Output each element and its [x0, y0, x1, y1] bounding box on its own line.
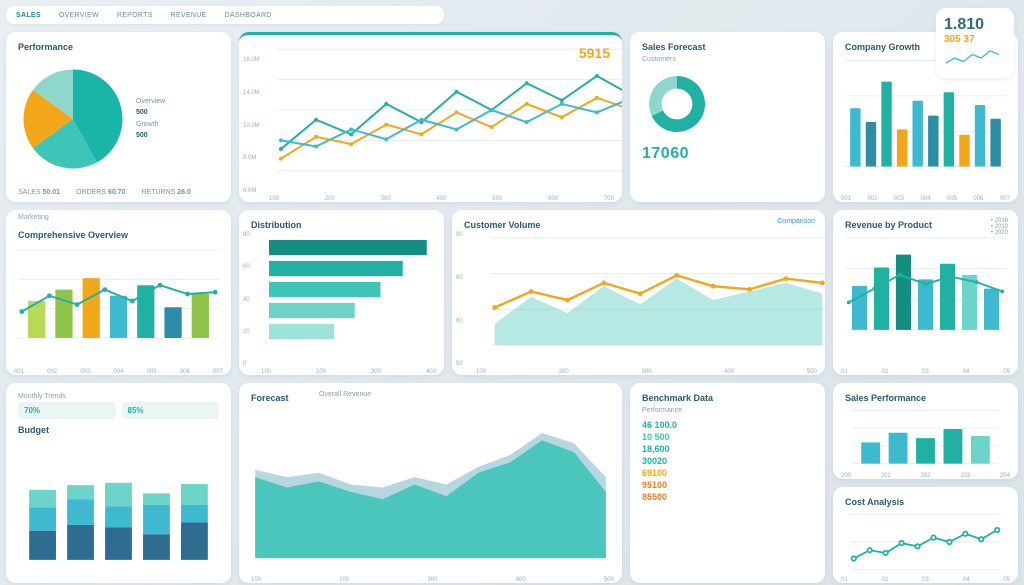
bars2-title: Revenue by Product [845, 220, 1006, 230]
stat-card: 1.810 305 37 [936, 8, 1014, 78]
tab-dashboard[interactable]: DASHBOARD [225, 12, 272, 19]
sidestats-title: Monthly Trends [18, 393, 219, 400]
donut-kpi: 17060 [642, 145, 813, 163]
stacked-card: Monthly Trends 70%85% Budget [6, 383, 231, 583]
stacked-title: Budget [18, 425, 219, 435]
kpilist-card: Benchmark Data Performance 46 100.010 50… [630, 383, 825, 583]
pie-title: Performance [18, 42, 219, 52]
donut-card: Sales Forecast Customers 17060 [630, 32, 825, 202]
tab-reports[interactable]: REPORTS [117, 12, 153, 19]
tab-bar: SALES OVERVIEW REPORTS REVENUE DASHBOARD [6, 6, 444, 24]
line-card: 5915 16.0M14.0M10.0M9.0M6.0M 10020030040… [239, 32, 622, 202]
areabig-card: Forecast Overall Revenue 100200300400500 [239, 383, 622, 583]
line-kpi: 5915 [579, 45, 610, 61]
stat-value: 1.810 [944, 16, 1006, 34]
stat-sub: 305 37 [944, 34, 1006, 45]
tab-sales[interactable]: SALES [16, 12, 41, 19]
dotline-title: Cost Analysis [845, 497, 1006, 507]
tab-revenue[interactable]: REVENUE [171, 12, 207, 19]
hbar-card: Distribution 806040200 100200300400 [239, 210, 444, 375]
combo-card: Marketing Comprehensive Overview 0010020… [6, 210, 231, 375]
combo-title: Comprehensive Overview [18, 230, 219, 240]
kpilist-title: Benchmark Data [642, 393, 813, 403]
minibars-card: Sales Performance 200201202203204 [833, 383, 1018, 479]
donut-title: Sales Forecast [642, 42, 813, 52]
hbar-title: Distribution [251, 220, 432, 230]
bars2-card: Revenue by Product • 2018• 2019• 2020 01… [833, 210, 1018, 375]
arealine-card: Customer Volume Comparison 90806050 1002… [452, 210, 825, 375]
dotline-card: Cost Analysis 0102030405 [833, 487, 1018, 583]
arealine-title: Customer Volume [464, 220, 813, 230]
pie-card: Performance Overview500Growth500 SALES 5… [6, 32, 231, 202]
areabig-title: Forecast [251, 393, 610, 403]
dashboard-grid: SALES OVERVIEW REPORTS REVENUE DASHBOARD Per… [6, 6, 1018, 579]
tab-overview[interactable]: OVERVIEW [59, 12, 99, 19]
minibars-title: Sales Performance [845, 393, 1006, 403]
